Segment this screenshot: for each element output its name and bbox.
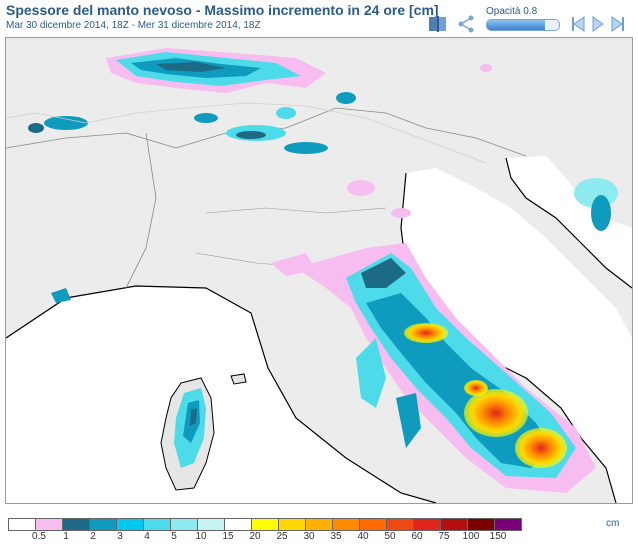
legend-label: 3 — [117, 531, 123, 542]
legend-unit: cm — [606, 518, 620, 529]
color-legend: 0.5 1 2 3 4 5 10 15 20 25 30 35 40 50 60 75 100 150 — [8, 518, 522, 545]
legend-label: 2 — [90, 531, 96, 542]
legend-label: 75 — [438, 531, 450, 542]
legend-label: 35 — [330, 531, 342, 542]
alpine-snow — [28, 48, 618, 231]
legend-label: 10 — [195, 531, 207, 542]
legend-swatch — [116, 518, 144, 531]
legend-label: 100 — [462, 531, 480, 542]
legend-label: 25 — [276, 531, 288, 542]
legend-swatch — [251, 518, 279, 531]
snow-map[interactable] — [5, 37, 633, 504]
legend-swatch — [332, 518, 360, 531]
region-border — [205, 207, 387, 214]
legend-label: 1 — [63, 531, 69, 542]
legend-swatch — [170, 518, 198, 531]
legend-swatch — [35, 518, 63, 531]
alpine-border — [6, 107, 527, 157]
adriatic-coast — [506, 156, 632, 288]
play-icon[interactable] — [588, 14, 608, 34]
legend-label: 4 — [144, 531, 150, 542]
legend-swatch — [359, 518, 387, 531]
legend-swatch — [197, 518, 225, 531]
legend-swatch — [278, 518, 306, 531]
legend-swatch — [89, 518, 117, 531]
west-border — [125, 132, 157, 289]
legend-label: 50 — [384, 531, 396, 542]
legend-label: 0.5 — [32, 531, 46, 542]
legend-label: 15 — [222, 531, 234, 542]
legend-swatch — [305, 518, 333, 531]
time-range: Mar 30 dicembre 2014, 18Z - Mer 31 dicem… — [6, 20, 261, 31]
opacity-label: Opacità 0.8 — [486, 6, 538, 17]
toolbar: Opacità 0.8 — [428, 2, 634, 36]
po-valley-edge — [6, 102, 487, 164]
page-title: Spessore del manto nevoso - Massimo incr… — [6, 2, 439, 18]
book-icon[interactable] — [428, 14, 448, 34]
apennine-snow — [51, 243, 596, 493]
legend-swatch — [224, 518, 252, 531]
map-graphic — [6, 38, 632, 503]
legend-label: 60 — [411, 531, 423, 542]
opacity-slider[interactable] — [486, 19, 560, 31]
legend-swatches — [8, 518, 522, 531]
legend-swatch — [62, 518, 90, 531]
tyrrhenian-sea — [6, 286, 436, 503]
share-icon[interactable] — [456, 14, 476, 34]
legend-swatch — [467, 518, 495, 531]
next-icon[interactable] — [608, 14, 628, 34]
legend-swatch — [494, 518, 522, 531]
legend-swatch — [143, 518, 171, 531]
previous-icon[interactable] — [568, 14, 588, 34]
legend-swatch — [413, 518, 441, 531]
legend-labels: 0.5 1 2 3 4 5 10 15 20 25 30 35 40 50 60 75 100 150 — [8, 531, 521, 545]
legend-label: 20 — [249, 531, 261, 542]
legend-label: 40 — [357, 531, 369, 542]
west-coastline — [6, 285, 437, 503]
legend-label: 5 — [171, 531, 177, 542]
legend-label: 150 — [489, 531, 507, 542]
legend-label: 30 — [303, 531, 315, 542]
opacity-fill — [487, 20, 545, 30]
croatian-coastline — [505, 157, 632, 289]
adriatic-sea — [401, 168, 632, 503]
corsica-snow — [174, 388, 206, 468]
legend-swatch — [386, 518, 414, 531]
legend-swatch — [8, 518, 36, 531]
elba — [230, 373, 247, 385]
legend-swatch — [440, 518, 468, 531]
